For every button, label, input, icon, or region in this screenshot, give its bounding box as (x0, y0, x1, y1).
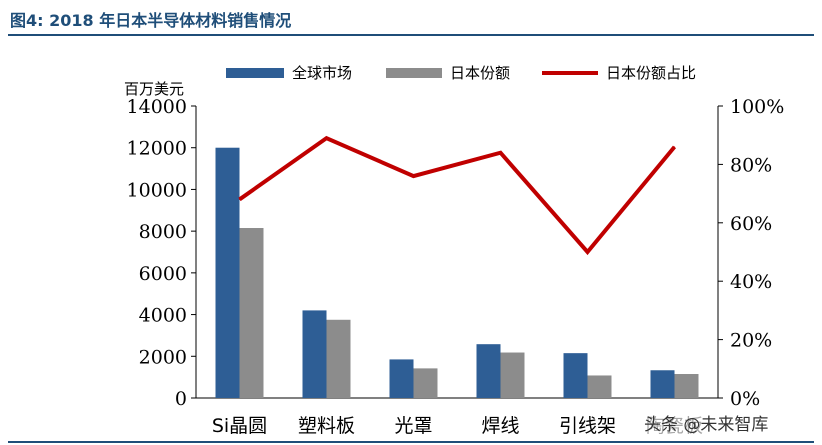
share-line-path (238, 135, 677, 256)
bar-global-market (476, 344, 501, 398)
x-category-label: 塑料板 (298, 415, 355, 437)
legend-label-global: 全球市场 (292, 64, 352, 82)
y-right-tick-label: 60% (730, 213, 772, 235)
y-left-tick-label: 2000 (139, 346, 187, 368)
share-line-point (674, 146, 675, 148)
share-line-point (500, 152, 501, 154)
bar-japan-share (326, 319, 351, 398)
bottom-rule (8, 441, 814, 443)
share-line-point (587, 251, 588, 253)
bar-global-market (389, 359, 414, 398)
y-left-tick-label: 10000 (127, 179, 187, 201)
figure-title: 图4: 2018 年日本半导体材料销售情况 (10, 11, 292, 30)
bar-global-market (650, 370, 675, 398)
chart-bars (215, 147, 699, 398)
title-rule (8, 34, 814, 36)
bar-japan-share (587, 375, 612, 398)
legend-label-japan: 日本份额 (450, 64, 510, 82)
legend-label-share: 日本份额占比 (606, 64, 696, 82)
y-right-tick-label: 20% (730, 330, 772, 352)
y-left-tick-label: 0 (175, 388, 187, 410)
y-left-tick-label: 4000 (139, 305, 187, 327)
y-right-tick-label: 100% (730, 96, 784, 118)
bar-japan-share (674, 374, 699, 398)
bar-global-market (563, 353, 588, 398)
bar-global-market (215, 147, 240, 398)
bar-japan-share (239, 228, 264, 398)
chart-labels: 0 2000 4000 6000 8000 10000 12000 14000 0% 20% 40%… (124, 80, 784, 437)
y-left-tick-label: 14000 (127, 96, 187, 118)
x-category-label: 焊线 (481, 415, 519, 437)
y-left-tick-label: 8000 (139, 221, 187, 243)
share-line-point (413, 175, 414, 177)
y-left-tick-label: 6000 (139, 263, 187, 285)
x-category-label: 引线架 (559, 415, 616, 437)
share-line-point (239, 198, 240, 200)
chart-axes (191, 105, 723, 399)
y-left-tick-label: 12000 (127, 138, 187, 160)
y-right-tick-label: 80% (730, 154, 772, 176)
share-line-point (326, 137, 327, 139)
legend-swatch-japan (386, 68, 442, 78)
x-category-label: Si晶圆 (212, 415, 267, 437)
bar-global-market (302, 310, 327, 398)
bar-japan-share (413, 368, 438, 398)
chart-legend: 全球市场 日本份额 日本份额占比 (226, 64, 696, 82)
chart-share-line (238, 135, 677, 256)
legend-swatch-global (226, 68, 284, 78)
x-category-label: 光罩 (394, 415, 432, 437)
y-right-tick-label: 40% (730, 271, 772, 293)
y-right-tick-label: 0% (730, 388, 760, 410)
watermark: 头条 @未来智库 (640, 410, 773, 435)
y-left-unit-label: 百万美元 (124, 80, 184, 98)
bar-japan-share (500, 352, 525, 398)
